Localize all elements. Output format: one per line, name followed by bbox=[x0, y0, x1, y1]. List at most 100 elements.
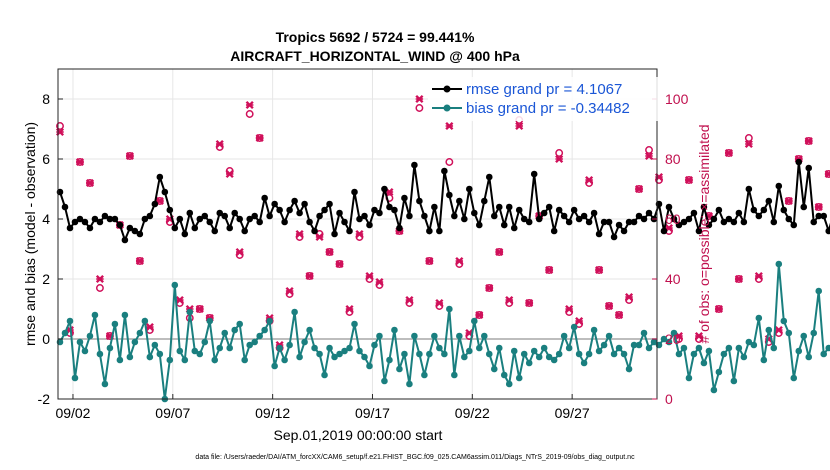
obs-assimilated-marker bbox=[405, 295, 414, 305]
rmse-point bbox=[106, 215, 114, 223]
bias-point bbox=[216, 344, 224, 352]
bias-point bbox=[810, 329, 818, 337]
rmse-point bbox=[690, 209, 698, 217]
obs-assimilated-marker bbox=[145, 322, 154, 332]
bias-point bbox=[311, 344, 318, 352]
bias-point bbox=[451, 371, 458, 379]
bias-point bbox=[780, 317, 788, 325]
bias-point bbox=[96, 350, 104, 358]
bias-point bbox=[121, 311, 129, 319]
bias-point bbox=[446, 305, 453, 313]
rmse-point bbox=[86, 224, 94, 232]
rmse-point bbox=[600, 218, 608, 226]
bias-point bbox=[176, 347, 184, 355]
bias-point bbox=[91, 311, 99, 319]
rmse-point bbox=[605, 218, 613, 226]
bias-point bbox=[525, 359, 533, 367]
obs-assimilated-marker bbox=[485, 283, 494, 293]
right-y-tick-label: 40 bbox=[665, 271, 681, 287]
rmse-point bbox=[431, 203, 438, 211]
rmse-point bbox=[421, 212, 428, 220]
bias-point bbox=[441, 350, 448, 358]
obs-assimilated-marker bbox=[784, 196, 793, 206]
rmse-point bbox=[326, 200, 333, 208]
bias-point bbox=[750, 341, 758, 349]
rmse-point bbox=[770, 218, 778, 226]
rmse-point bbox=[151, 200, 159, 208]
bias-point bbox=[426, 350, 433, 358]
rmse-point bbox=[570, 206, 578, 214]
obs-assimilated-marker bbox=[375, 277, 384, 287]
rmse-point bbox=[266, 212, 273, 220]
bias-point bbox=[276, 344, 283, 352]
bias-point bbox=[141, 317, 149, 325]
bias-point bbox=[720, 350, 728, 358]
bias-point bbox=[376, 332, 383, 340]
rmse-point bbox=[580, 212, 588, 220]
obs-possible-marker bbox=[555, 149, 564, 157]
rmse-point bbox=[211, 227, 219, 235]
rmse-point bbox=[560, 212, 568, 220]
bias-point bbox=[815, 287, 823, 295]
obs-assimilated-marker bbox=[575, 316, 584, 326]
rmse-point bbox=[286, 206, 293, 214]
bias-point bbox=[401, 350, 408, 358]
bias-point bbox=[86, 332, 94, 340]
rmse-point bbox=[361, 212, 368, 220]
rmse-point bbox=[565, 218, 573, 226]
rmse-point bbox=[161, 188, 169, 196]
rmse-point bbox=[725, 215, 733, 223]
bias-point bbox=[351, 320, 358, 328]
rmse-point bbox=[291, 197, 298, 205]
bias-point bbox=[286, 341, 293, 349]
bias-point bbox=[306, 326, 313, 334]
rmse-point bbox=[196, 215, 204, 223]
bias-point bbox=[510, 347, 518, 355]
rmse-point bbox=[66, 224, 74, 232]
obs-possible-marker bbox=[645, 146, 653, 154]
bias-series-points bbox=[56, 260, 830, 403]
bias-point bbox=[396, 365, 403, 373]
data-file-footnote: data file: /Users/raeder/DAI/ATM_forcXX/… bbox=[195, 454, 635, 461]
bias-point bbox=[725, 344, 733, 352]
left-y-tick-label: 6 bbox=[42, 151, 50, 167]
bias-point bbox=[101, 380, 109, 388]
rmse-point bbox=[156, 173, 164, 181]
obs-assimilated-marker bbox=[495, 247, 504, 257]
bias-point bbox=[670, 329, 678, 337]
bias-point bbox=[236, 320, 243, 328]
bias-point bbox=[346, 344, 353, 352]
obs-assimilated-marker bbox=[225, 169, 234, 179]
obs-assimilated-marker bbox=[175, 295, 184, 305]
bias-point bbox=[316, 350, 323, 358]
rmse-point bbox=[480, 197, 488, 205]
rmse-point bbox=[341, 218, 348, 226]
bias-point bbox=[381, 377, 388, 385]
bias-point bbox=[421, 371, 428, 379]
bias-point bbox=[765, 326, 773, 334]
right-y-axis-ticks: 0 20 40 60 80 100 bbox=[652, 91, 689, 407]
rmse-point bbox=[670, 215, 678, 223]
rmse-point bbox=[765, 197, 773, 205]
bias-point bbox=[685, 374, 693, 382]
obs-assimilated-marker bbox=[315, 232, 324, 242]
obs-assimilated-marker bbox=[215, 139, 224, 149]
rmse-point bbox=[366, 221, 373, 229]
bias-point bbox=[660, 335, 668, 343]
obs-assimilated-marker bbox=[555, 154, 564, 164]
rmse-point bbox=[231, 209, 239, 217]
bias-point bbox=[126, 353, 134, 361]
rmse-point bbox=[331, 230, 338, 238]
bias-point bbox=[635, 341, 643, 349]
bias-point bbox=[226, 344, 234, 352]
rmse-point bbox=[256, 218, 263, 226]
rmse-point bbox=[525, 218, 533, 226]
rmse-point bbox=[595, 230, 603, 238]
left-y-axis-label: rmse and bias (model - observation) bbox=[22, 122, 38, 346]
obs-assimilated-marker bbox=[135, 256, 144, 266]
rmse-point bbox=[246, 215, 253, 223]
bias-point bbox=[730, 377, 738, 385]
bias-point bbox=[221, 329, 229, 337]
obs-assimilated-marker bbox=[125, 151, 134, 161]
